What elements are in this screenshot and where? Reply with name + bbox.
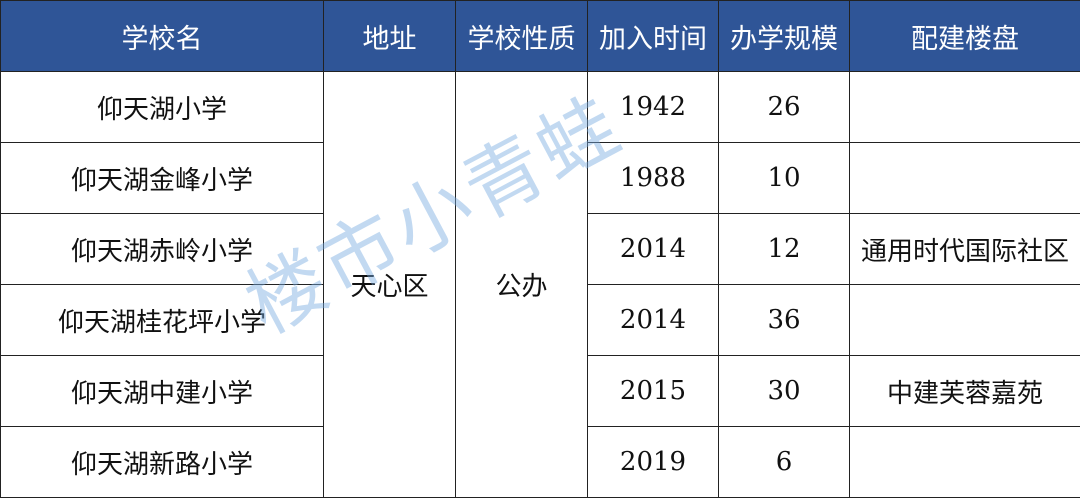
join-year: 2014 — [587, 213, 719, 285]
estate: 通用时代国际社区 — [849, 213, 1080, 285]
school-name: 仰天湖金峰小学 — [0, 142, 324, 214]
estate: 中建芙蓉嘉苑 — [849, 355, 1080, 427]
school-name: 仰天湖赤岭小学 — [0, 213, 324, 285]
table-row: 仰天湖中建小学 2015 30 中建芙蓉嘉苑 — [0, 355, 1080, 427]
school-name: 仰天湖新路小学 — [0, 426, 324, 498]
table-row: 仰天湖小学 天心区 公办 1942 26 — [0, 71, 1080, 498]
join-year: 2015 — [587, 355, 719, 427]
school-name: 仰天湖桂花坪小学 — [0, 284, 324, 356]
estate — [849, 284, 1080, 356]
scale: 30 — [718, 355, 850, 427]
header-join-year: 加入时间 — [587, 0, 719, 72]
school-name: 仰天湖中建小学 — [0, 355, 324, 427]
header-scale: 办学规模 — [718, 0, 850, 72]
estate — [849, 142, 1080, 214]
estate — [849, 71, 1080, 143]
scale: 6 — [718, 426, 850, 498]
scale: 36 — [718, 284, 850, 356]
school-name: 仰天湖小学 — [0, 71, 324, 143]
table-row: 仰天湖新路小学 2019 6 — [0, 426, 1080, 498]
join-year: 1942 — [587, 71, 719, 143]
scale: 26 — [718, 71, 850, 143]
join-year: 1988 — [587, 142, 719, 214]
district-cell: 天心区 — [323, 71, 456, 498]
header-nature: 学校性质 — [455, 0, 588, 72]
scale: 10 — [718, 142, 850, 214]
header-school-name: 学校名 — [0, 0, 324, 72]
table-row: 仰天湖桂花坪小学 2014 36 — [0, 284, 1080, 356]
join-year: 2014 — [587, 284, 719, 356]
header-address: 地址 — [323, 0, 456, 72]
table-row: 仰天湖赤岭小学 2014 12 通用时代国际社区 — [0, 213, 1080, 285]
estate — [849, 426, 1080, 498]
join-year: 2019 — [587, 426, 719, 498]
nature-cell: 公办 — [455, 71, 588, 498]
header-estate: 配建楼盘 — [849, 0, 1080, 72]
header-row: 学校名 地址 学校性质 加入时间 办学规模 配建楼盘 — [0, 0, 1080, 72]
scale: 12 — [718, 213, 850, 285]
